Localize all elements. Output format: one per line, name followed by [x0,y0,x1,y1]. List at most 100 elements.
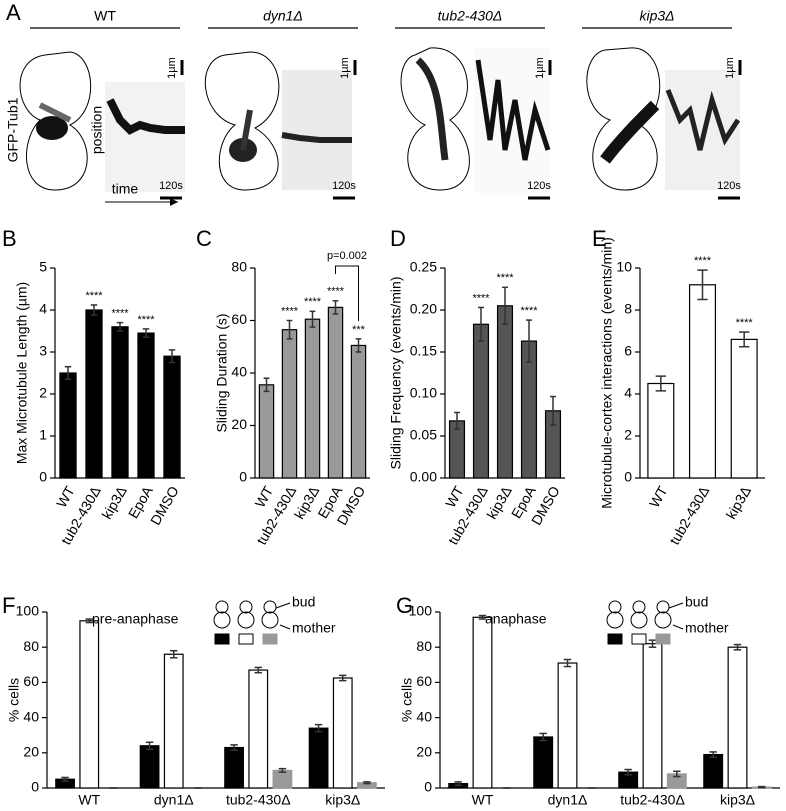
y-tick-label: 80 [231,259,247,275]
y-tick-label: 0 [239,469,247,485]
strain-label: tub2-430Δ [438,8,503,24]
y-axis-label: Sliding Duration (s) [214,313,230,432]
pointer [275,602,291,609]
panel-letter: F [2,593,15,618]
error-bar [142,328,150,339]
error-bar [145,741,154,751]
significance-label: **** [736,317,754,329]
error-bar [478,614,487,620]
error-bar [254,666,262,674]
bar [224,746,244,789]
y-tick-label: 20 [23,744,39,760]
significance-label: *** [352,324,366,336]
error-bar [230,744,238,751]
x-tick-label: dyn1Δ [548,792,588,808]
error-bar [454,411,460,431]
phase-label: pre-anaphase [92,611,179,627]
length-scale: 1µm [339,57,351,79]
y-axis-label: % cells [399,678,415,722]
y-tick-label: 0.20 [410,301,437,317]
bar [730,338,758,479]
error-bar [85,618,93,624]
error-bar [709,751,717,758]
error-bar [733,643,742,651]
stain-label: GFP-Tub1 [5,97,21,162]
significance-label: **** [304,296,322,308]
y-tick-label: 0.15 [410,343,437,359]
x-tick-label: kip3Δ [483,483,514,521]
strain-label: dyn1Δ [263,8,303,24]
error-bar [263,377,270,393]
bud-label: bud [685,594,708,610]
y-tick-label: 1 [39,427,47,443]
bar [727,646,748,789]
bar [703,753,724,789]
error-bar [168,349,176,364]
y-tick-label: 0 [39,469,47,485]
y-tick-label: 100 [16,603,40,619]
cell-icon [213,611,231,629]
y-tick-label: 60 [416,673,432,689]
bar [248,669,269,789]
cell-icon [656,600,670,614]
y-tick-label: 40 [231,364,247,380]
y-tick-label: 80 [416,638,432,654]
error-bar [624,768,632,776]
error-bar [90,304,98,316]
time-scale: 120s [332,180,356,192]
error-bar [697,269,708,301]
y-axis-label: Sliding Frequency (events/min) [388,277,404,470]
error-bar [309,310,316,328]
bar [472,323,490,479]
bar [304,318,321,479]
y-tick-label: 80 [23,638,39,654]
cell-icon [632,600,646,614]
error-bar [478,306,484,342]
significance-label: **** [137,314,155,326]
bar [688,284,717,479]
error-bar [278,767,287,773]
error-bar [116,321,124,332]
cell-icon [630,611,648,629]
strain-label: kip3Δ [639,8,674,24]
error-bar [739,331,750,348]
y-axis-label: Microtubule-cortex interactions (events/… [599,237,615,509]
significance-label: **** [472,292,490,304]
y-tick-label: 0 [424,779,432,795]
x-tick-label: tub2-430Δ [226,792,291,808]
x-tick-label: kip3Δ [325,792,360,808]
y-tick-label: 100 [409,603,433,619]
y-tick-label: 6 [624,343,632,359]
y-axis-label: % cells [6,678,22,722]
time-label: time [112,181,139,197]
bar [85,309,103,479]
bar [557,662,578,789]
error-bar [332,300,339,315]
legend-swatch [214,633,230,645]
bracket [335,265,359,321]
mother-label: mother [685,620,729,636]
position-label: position [89,106,105,154]
y-tick-label: 0 [31,779,39,795]
bar [350,344,367,479]
y-tick-label: 0.00 [410,469,437,485]
significance-label: **** [496,272,514,284]
x-tick-label: tub2-430Δ [620,792,685,808]
cell-icon [239,600,253,614]
legend-swatch [238,633,254,645]
error-bar [314,723,323,733]
cell-icon [654,611,672,629]
y-tick-label: 4 [624,385,632,401]
pointer [279,624,291,630]
significance-label: **** [281,305,299,317]
error-bar [61,776,69,782]
bar [327,306,344,479]
error-bar [550,395,556,426]
bracket-label: p=0.002 [327,250,367,262]
error-bar [563,658,572,668]
phase-label: anaphase [485,611,547,627]
bar [533,736,554,789]
significance-label: **** [520,305,538,317]
x-tick-label: kip3Δ [723,483,754,521]
y-tick-label: 2 [39,385,47,401]
